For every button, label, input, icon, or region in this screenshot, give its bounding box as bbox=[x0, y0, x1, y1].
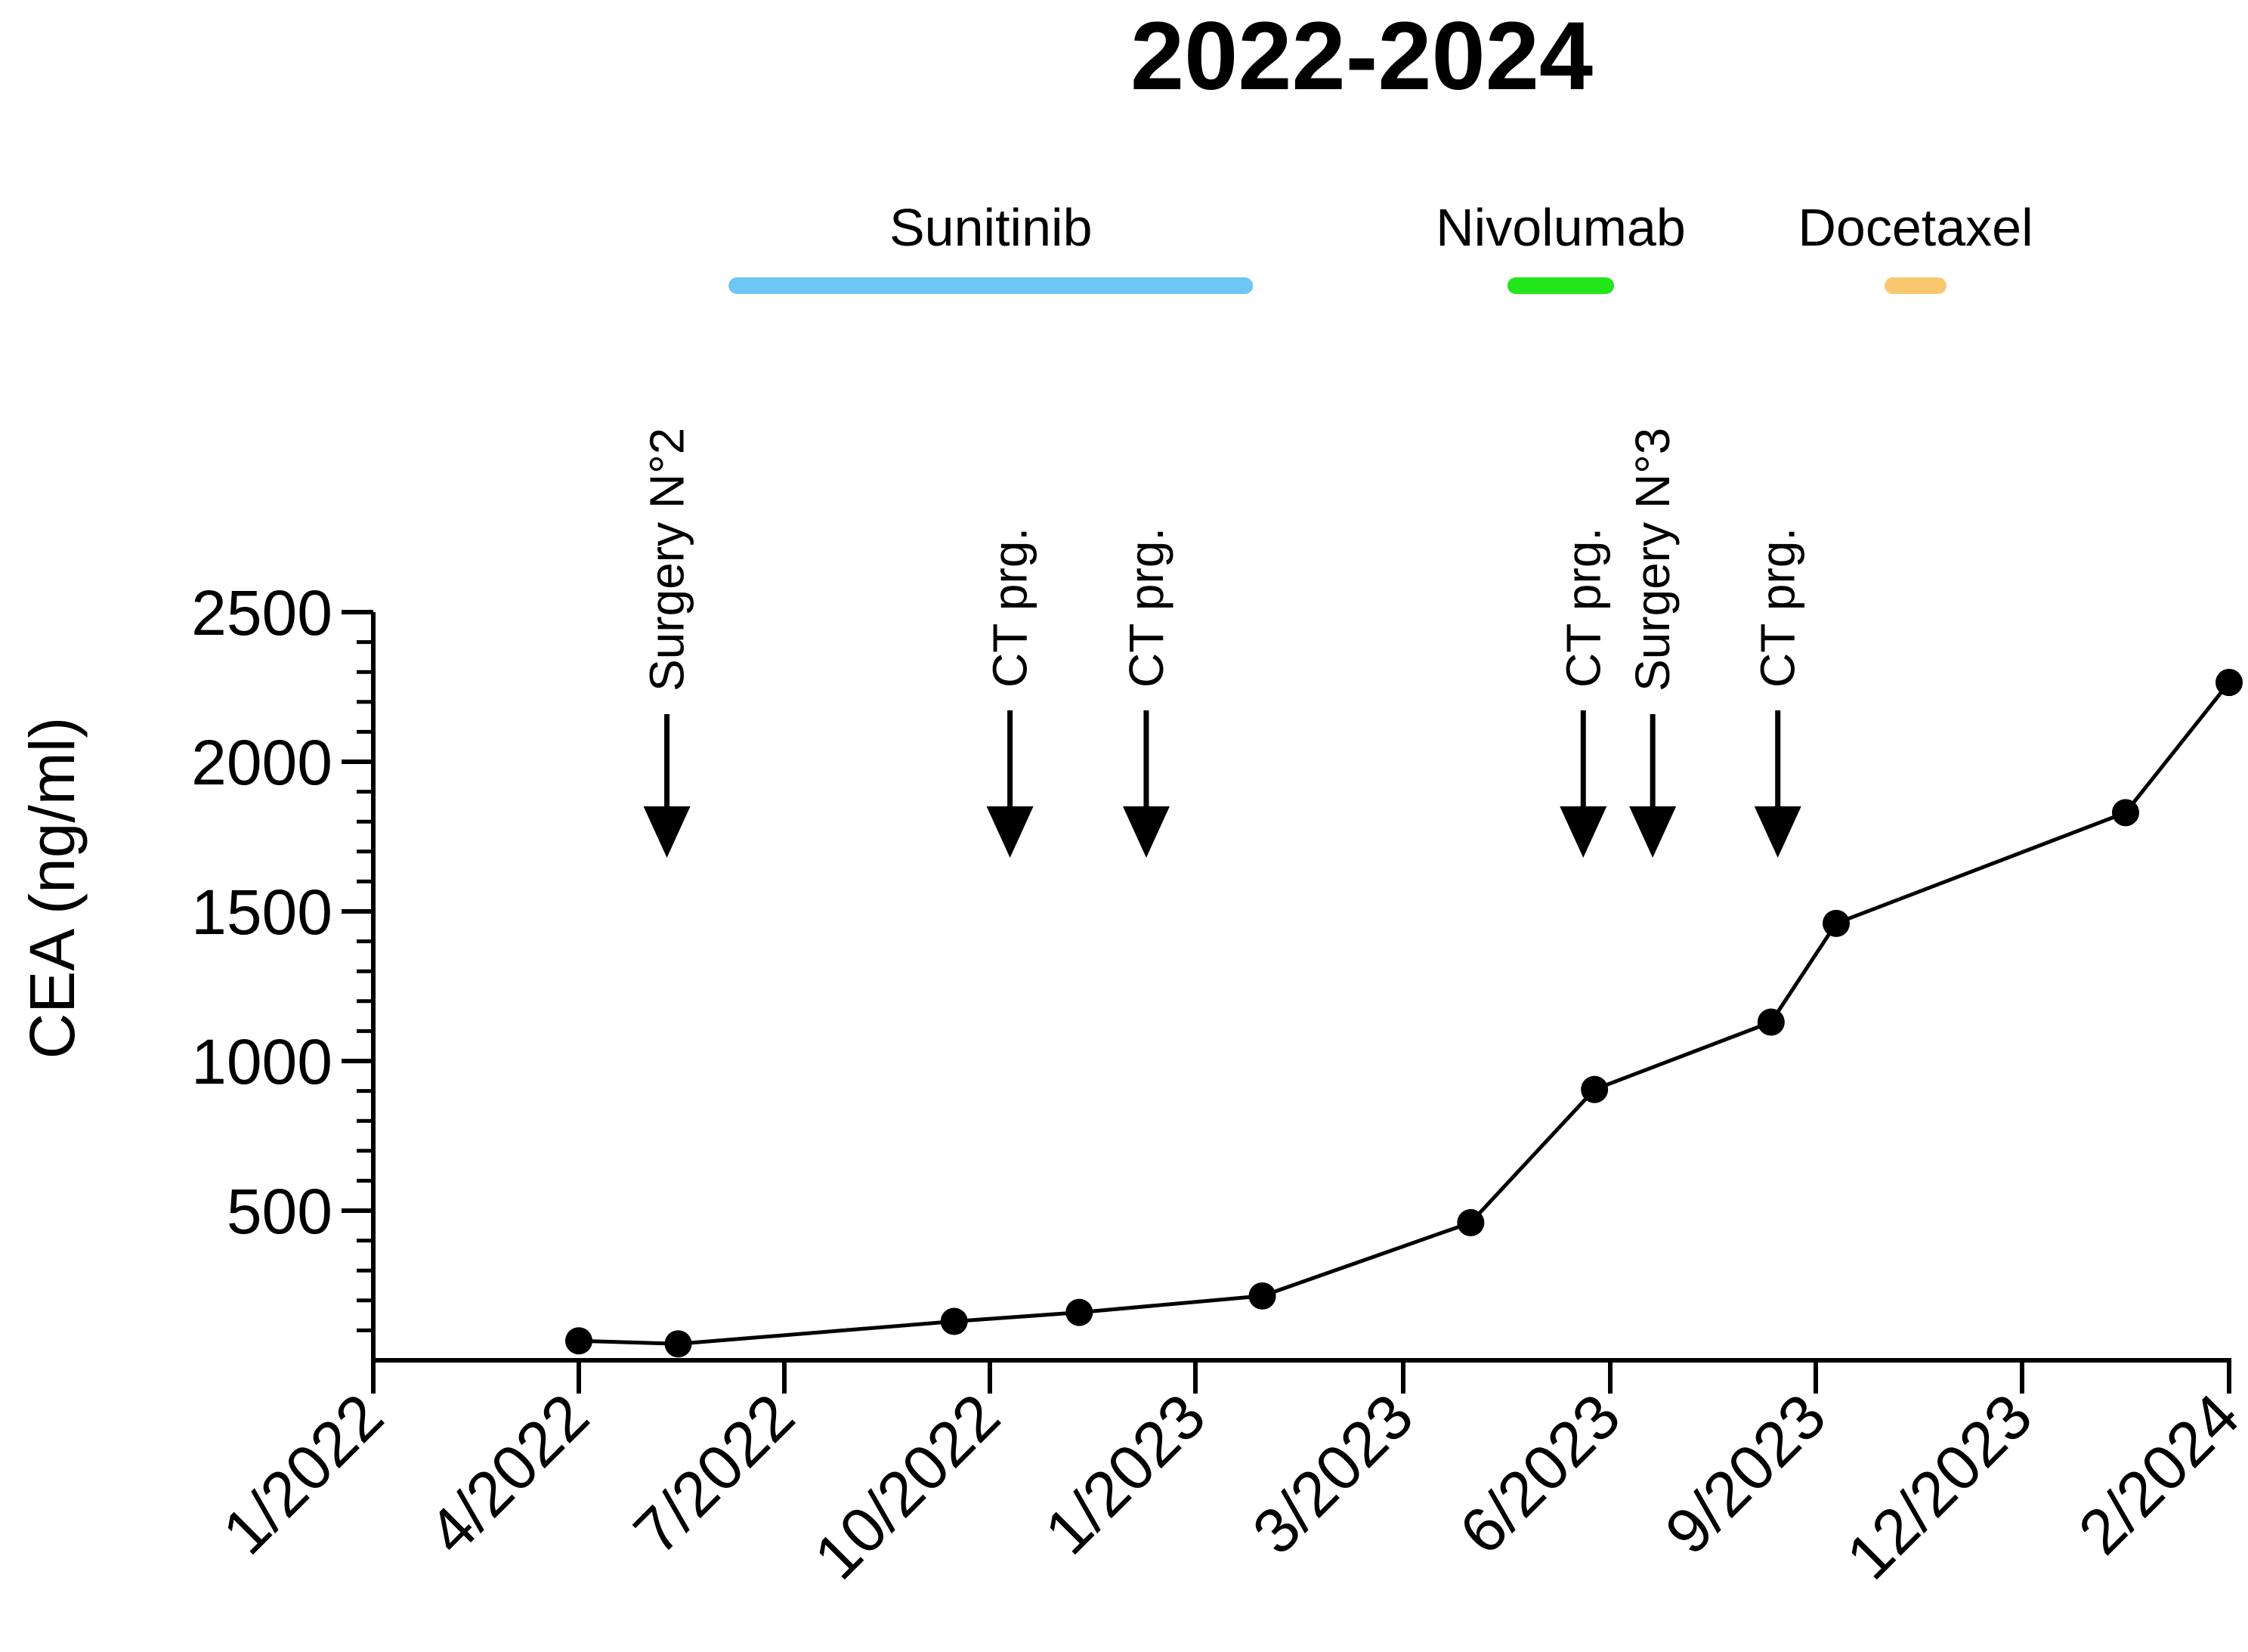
event-arrow-head bbox=[1629, 806, 1677, 858]
treatment-label: Docetaxel bbox=[1798, 198, 2033, 257]
x-tick-label: 1/2022 bbox=[209, 1380, 397, 1567]
x-tick-label: 4/2022 bbox=[415, 1380, 602, 1567]
event-label: CT prg. bbox=[1751, 527, 1805, 688]
x-tick-label: 10/2022 bbox=[801, 1380, 1013, 1592]
event-arrow-head bbox=[986, 806, 1034, 858]
treatment-label: Nivolumab bbox=[1436, 198, 1686, 257]
cea-point bbox=[664, 1330, 692, 1358]
event-label: CT prg. bbox=[983, 527, 1037, 688]
y-tick-label: 500 bbox=[227, 1176, 332, 1247]
x-tick-label: 2/2024 bbox=[2065, 1380, 2248, 1567]
y-tick-label: 1000 bbox=[191, 1026, 332, 1097]
event-label: CT prg. bbox=[1556, 527, 1610, 688]
x-tick-label: 12/2023 bbox=[1833, 1380, 2045, 1592]
x-tick-label: 6/2023 bbox=[1446, 1380, 1634, 1567]
y-axis-title: CEA (ng/ml) bbox=[17, 717, 88, 1060]
event-arrow-head bbox=[1122, 806, 1170, 858]
axes: 500 1000 1500 2000 2500 1/2022 4/2022 7/202210/… bbox=[191, 577, 2248, 1592]
x-tick-label: 3/2023 bbox=[1239, 1380, 1427, 1567]
y-tick-label: 1500 bbox=[191, 877, 332, 948]
event-arrow-head bbox=[643, 806, 691, 858]
event-arrow-head bbox=[1754, 806, 1801, 858]
cea-line bbox=[578, 681, 2231, 1346]
x-tick-label: 1/2023 bbox=[1031, 1380, 1219, 1567]
x-tick-label: 7/2022 bbox=[620, 1380, 808, 1567]
treatment-bars: Sunitinib Nivolumab Docetaxel bbox=[728, 198, 2033, 294]
cea-point bbox=[1065, 1298, 1093, 1326]
cea-point bbox=[1248, 1282, 1276, 1310]
y-tick-label: 2500 bbox=[191, 577, 332, 648]
event-label: CT prg. bbox=[1119, 527, 1173, 688]
x-tick-label: 9/2023 bbox=[1652, 1380, 1839, 1567]
cea-point bbox=[1581, 1075, 1609, 1103]
event-markers: Surgery N°2 CT prg. CT prg. CT prg. Surgery … bbox=[640, 428, 1805, 858]
cea-point bbox=[2112, 799, 2139, 827]
series-cea bbox=[565, 669, 2243, 1358]
cea-point bbox=[1823, 909, 1850, 937]
cea-point bbox=[1757, 1008, 1785, 1036]
event-label: Surgery N°3 bbox=[1625, 428, 1680, 691]
cea-point bbox=[940, 1307, 968, 1335]
event-label: Surgery N°2 bbox=[640, 428, 694, 691]
y-tick-label: 2000 bbox=[191, 727, 332, 798]
cea-point bbox=[565, 1327, 592, 1355]
cea-point bbox=[1457, 1208, 1485, 1236]
treatment-label: Sunitinib bbox=[889, 198, 1093, 257]
event-arrow-head bbox=[1560, 806, 1607, 858]
cea-point bbox=[2216, 669, 2243, 697]
chart-title: 2022-2024 bbox=[1130, 2, 1593, 110]
